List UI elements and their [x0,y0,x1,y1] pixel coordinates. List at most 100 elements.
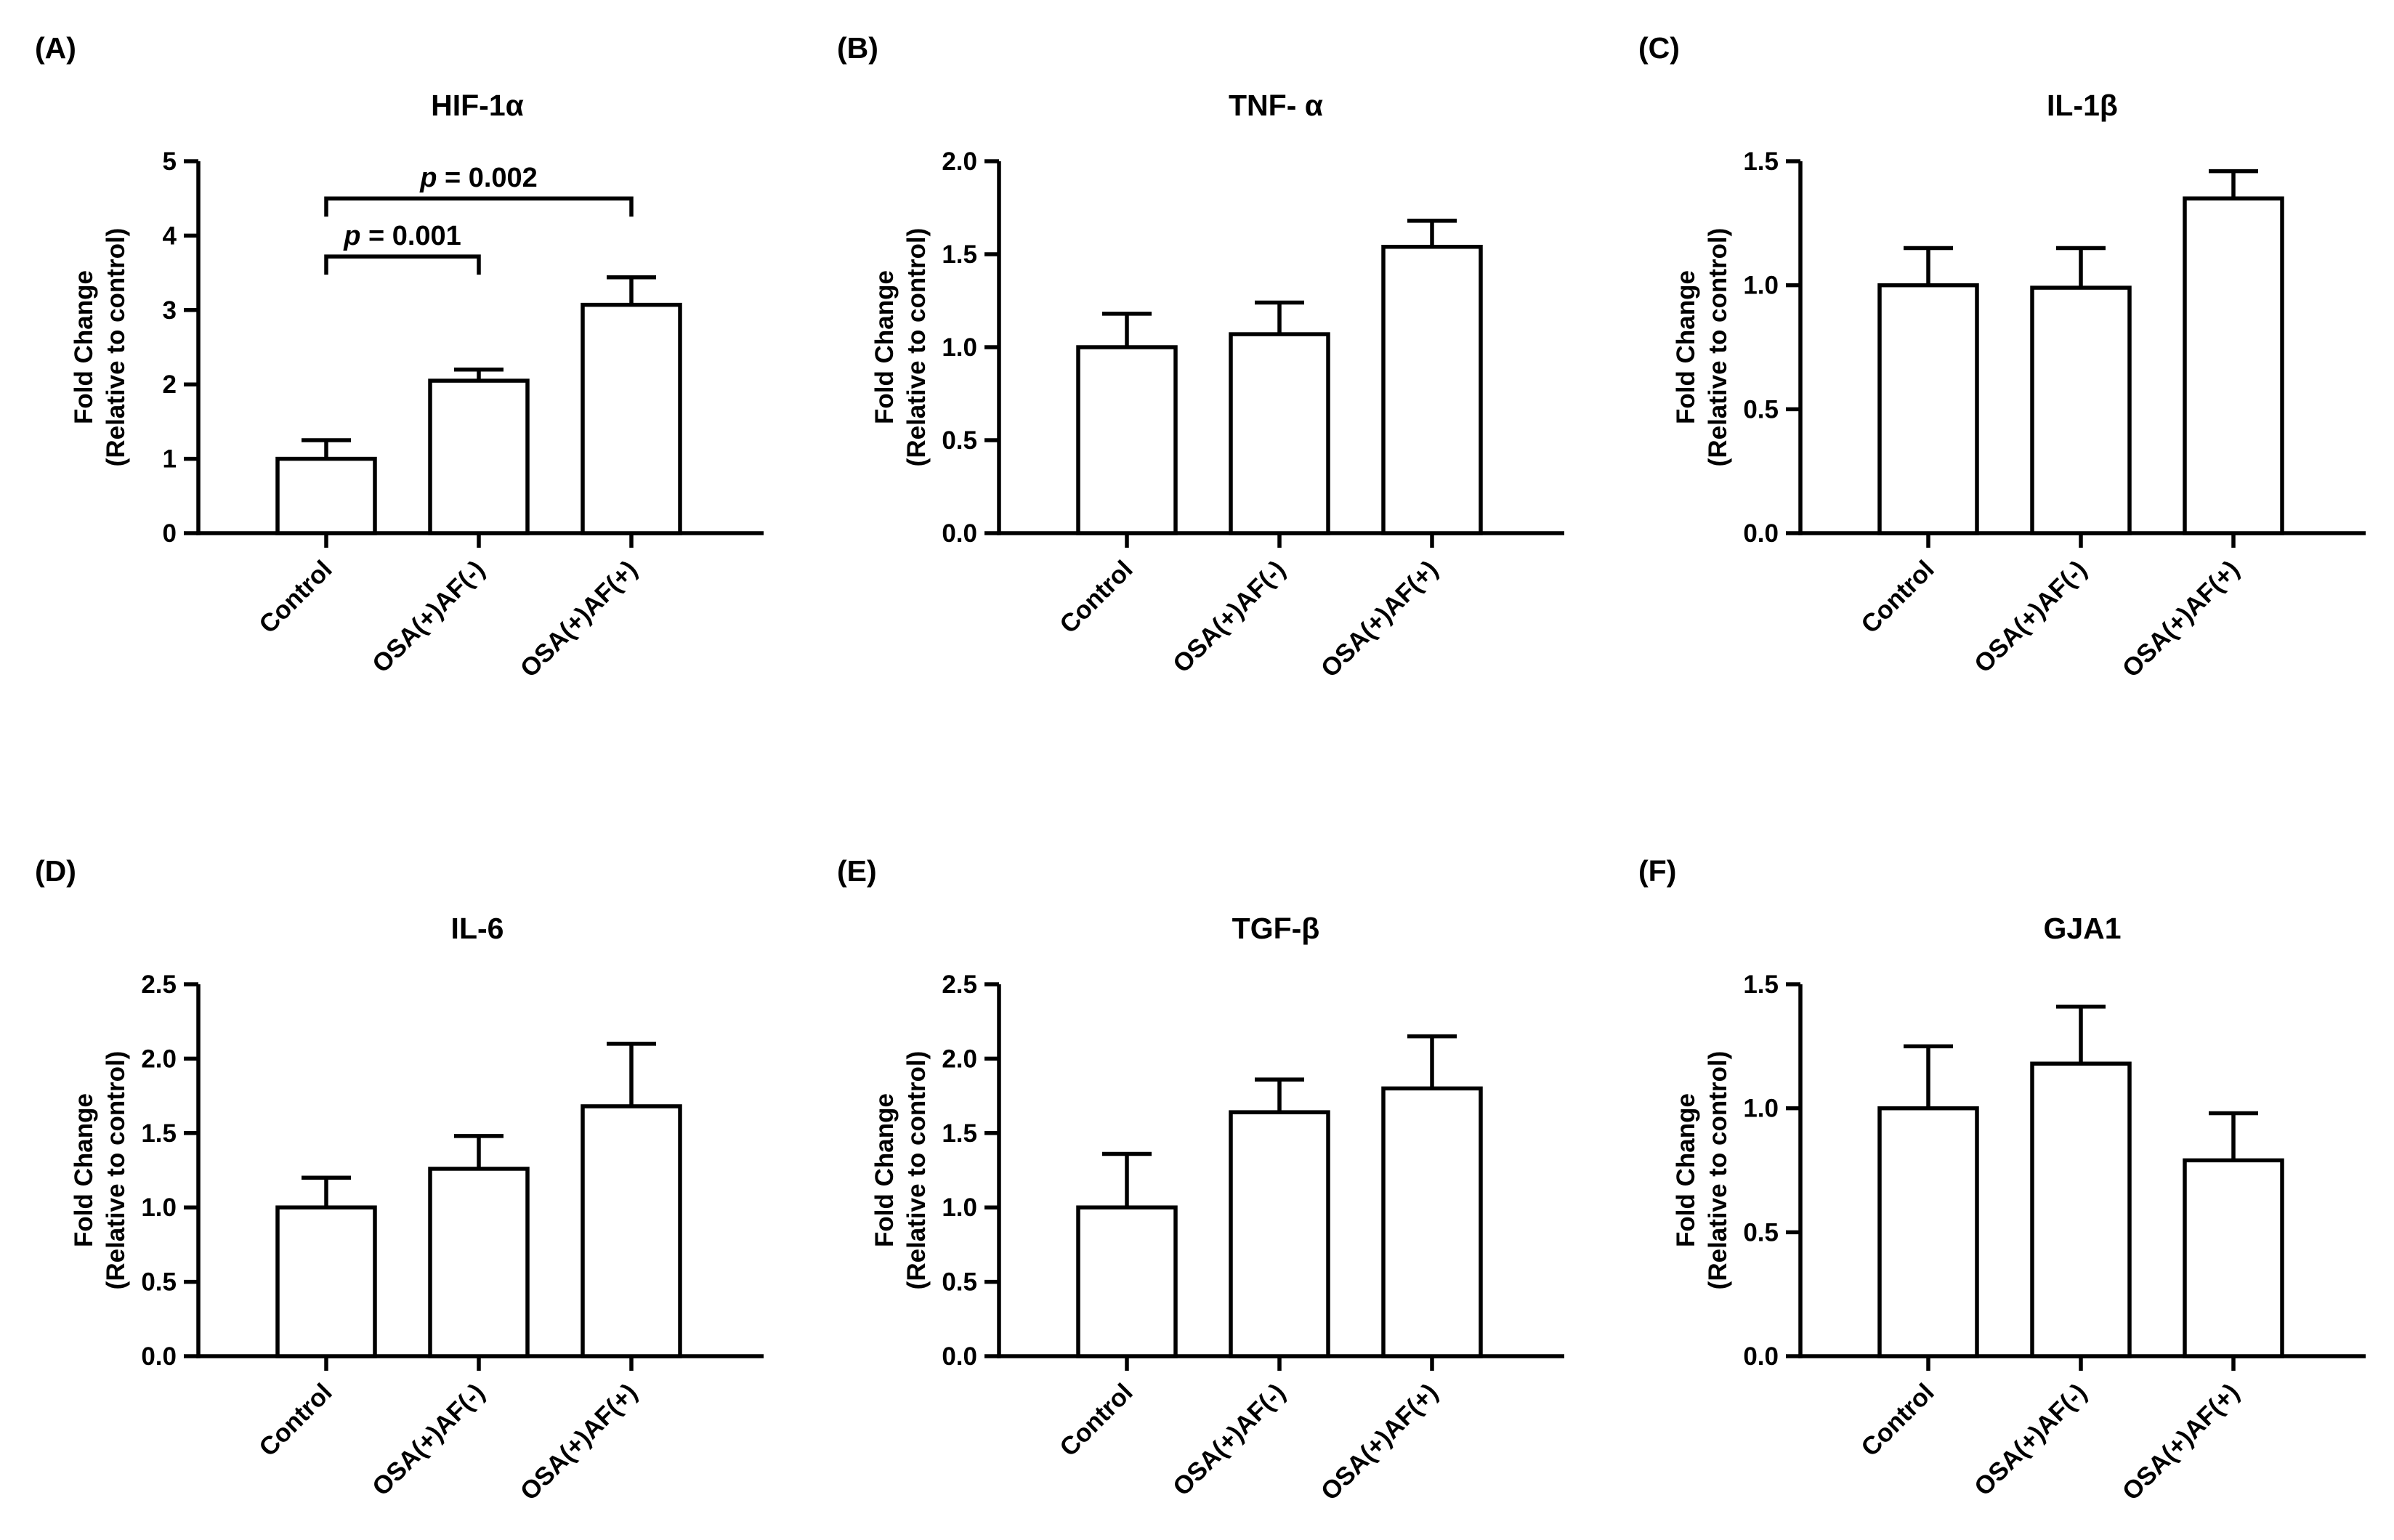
y-axis-label-line1: Fold Change [1672,270,1700,424]
x-tick-label: Control [1856,1378,1940,1462]
chart-title: HIF-1α [431,89,524,122]
panel-label: (A) [35,31,76,65]
y-axis-label: Fold Change (Relative to control) [870,228,931,467]
bar-osa-af- [428,378,530,535]
y-tick-label: 4 [163,222,177,250]
y-axis-label-line1: Fold Change [70,1093,98,1247]
bar-osa-af- [581,302,682,535]
bar-osa-af- [428,1167,530,1358]
y-tick-label: 0.5 [141,1268,177,1297]
x-tick-label: OSA(+)AF(-) [1168,1378,1291,1502]
y-tick-label: 0.0 [942,1342,977,1371]
p-value: = 0.002 [437,163,537,193]
bar-control [275,1205,377,1358]
y-tick-label: 1 [163,445,177,474]
y-axis-label-line2: (Relative to control) [902,1051,931,1290]
bar-osa-af- [581,1104,682,1358]
chart-panel-c: (C) IL-1β Fold Change (Relative to control)… [1638,31,2366,683]
chart-panel-a: (A) HIF-1α Fold Change (Relative to control… [35,31,764,683]
chart-panel-b: (B) TNF- α Fold Change (Relative to control… [837,31,1564,683]
panel-label: (D) [35,854,76,888]
x-tick-label: OSA(+)AF(+) [515,1378,643,1506]
y-tick-label: 0 [163,519,177,548]
significance-label: p = 0.001 [343,221,461,251]
bar-control [275,456,377,535]
y-tick-label: 1.0 [942,1194,977,1222]
y-tick-label: 1.0 [141,1194,177,1222]
y-tick-label: 1.0 [942,333,977,362]
x-tick-label: OSA(+)AF(+) [515,555,643,683]
y-tick-label: 0.5 [1743,395,1779,423]
x-tick-label: Control [1054,555,1139,639]
y-axis-label-line2: (Relative to control) [1704,228,1732,467]
chart-title: GJA1 [2043,912,2121,945]
y-tick-label: 5 [163,147,177,176]
y-tick-label: 0.0 [1743,519,1779,548]
y-axis-label-line1: Fold Change [70,270,98,424]
y-tick-label: 1.5 [1743,147,1779,176]
y-axis-label-line1: Fold Change [870,270,899,424]
bar-osa-af- [2183,196,2284,535]
bar-osa-af- [1229,332,1330,535]
y-axis-label: Fold Change (Relative to control) [70,228,130,467]
x-tick-label: OSA(+)AF(-) [367,555,490,678]
x-tick-label: OSA(+)AF(+) [2117,1378,2245,1506]
y-axis-label-line2: (Relative to control) [102,1051,130,1290]
x-tick-label: OSA(+)AF(-) [1168,555,1291,678]
y-tick-label: 1.5 [141,1119,177,1148]
y-axis-label-line1: Fold Change [870,1093,899,1247]
p-value: = 0.001 [360,221,461,251]
bar-control [1076,345,1178,535]
y-tick-label: 0.5 [1743,1218,1779,1247]
bar-osa-af- [1381,245,1483,535]
y-tick-label: 2.0 [942,1045,977,1073]
chart-title: IL-1β [2047,89,2118,122]
chart-panel-f: (F) GJA1 Fold Change (Relative to control) 0… [1638,854,2366,1506]
y-tick-label: 1.5 [942,1119,977,1148]
x-tick-label: OSA(+)AF(-) [1969,1378,2092,1502]
y-tick-label: 2.5 [141,970,177,999]
y-axis-label: Fold Change (Relative to control) [1672,228,1732,467]
bar-osa-af- [2030,285,2132,535]
y-tick-label: 2 [163,370,177,399]
significance-bracket [324,254,481,275]
y-tick-label: 0.0 [1743,1342,1779,1371]
bar-osa-af- [1381,1086,1483,1358]
significance-label: p = 0.002 [419,163,538,193]
y-axis-label-line2: (Relative to control) [102,228,130,467]
significance-bracket [324,196,634,217]
x-tick-label: OSA(+)AF(-) [367,1378,490,1502]
y-tick-label: 1.0 [1743,1095,1779,1123]
y-tick-label: 0.5 [942,1268,977,1297]
y-axis-label-line2: (Relative to control) [1704,1051,1732,1290]
bar-control [1877,283,1979,535]
x-tick-label: OSA(+)AF(-) [1969,555,2092,678]
y-tick-label: 1.5 [1743,970,1779,999]
x-tick-label: Control [254,1378,338,1462]
chart-panel-e: (E) TGF-β Fold Change (Relative to control)… [837,854,1564,1506]
y-tick-label: 1.5 [942,240,977,269]
y-tick-label: 1.0 [1743,272,1779,300]
y-axis-label: Fold Change (Relative to control) [70,1051,130,1290]
x-tick-label: OSA(+)AF(+) [1316,1378,1444,1506]
bar-control [1076,1205,1178,1358]
panel-label: (F) [1638,854,1676,888]
bar-osa-af- [2183,1158,2284,1358]
chart-title: TNF- α [1229,89,1323,122]
y-axis-label: Fold Change (Relative to control) [870,1051,931,1290]
panel-label: (C) [1638,31,1680,65]
y-tick-label: 0.0 [942,519,977,548]
chart-panel-d: (D) IL-6 Fold Change (Relative to control) 0… [35,854,764,1506]
x-tick-label: OSA(+)AF(+) [1316,555,1444,683]
chart-title: IL-6 [451,912,504,945]
chart-title: TGF-β [1232,912,1320,945]
y-tick-label: 2.0 [141,1045,177,1073]
y-axis-label: Fold Change (Relative to control) [1672,1051,1732,1290]
y-tick-label: 2.5 [942,970,977,999]
bar-control [1877,1106,1979,1358]
x-tick-label: OSA(+)AF(+) [2117,555,2245,683]
x-tick-label: Control [254,555,338,639]
y-tick-label: 2.0 [942,147,977,176]
panel-label: (B) [837,31,878,65]
